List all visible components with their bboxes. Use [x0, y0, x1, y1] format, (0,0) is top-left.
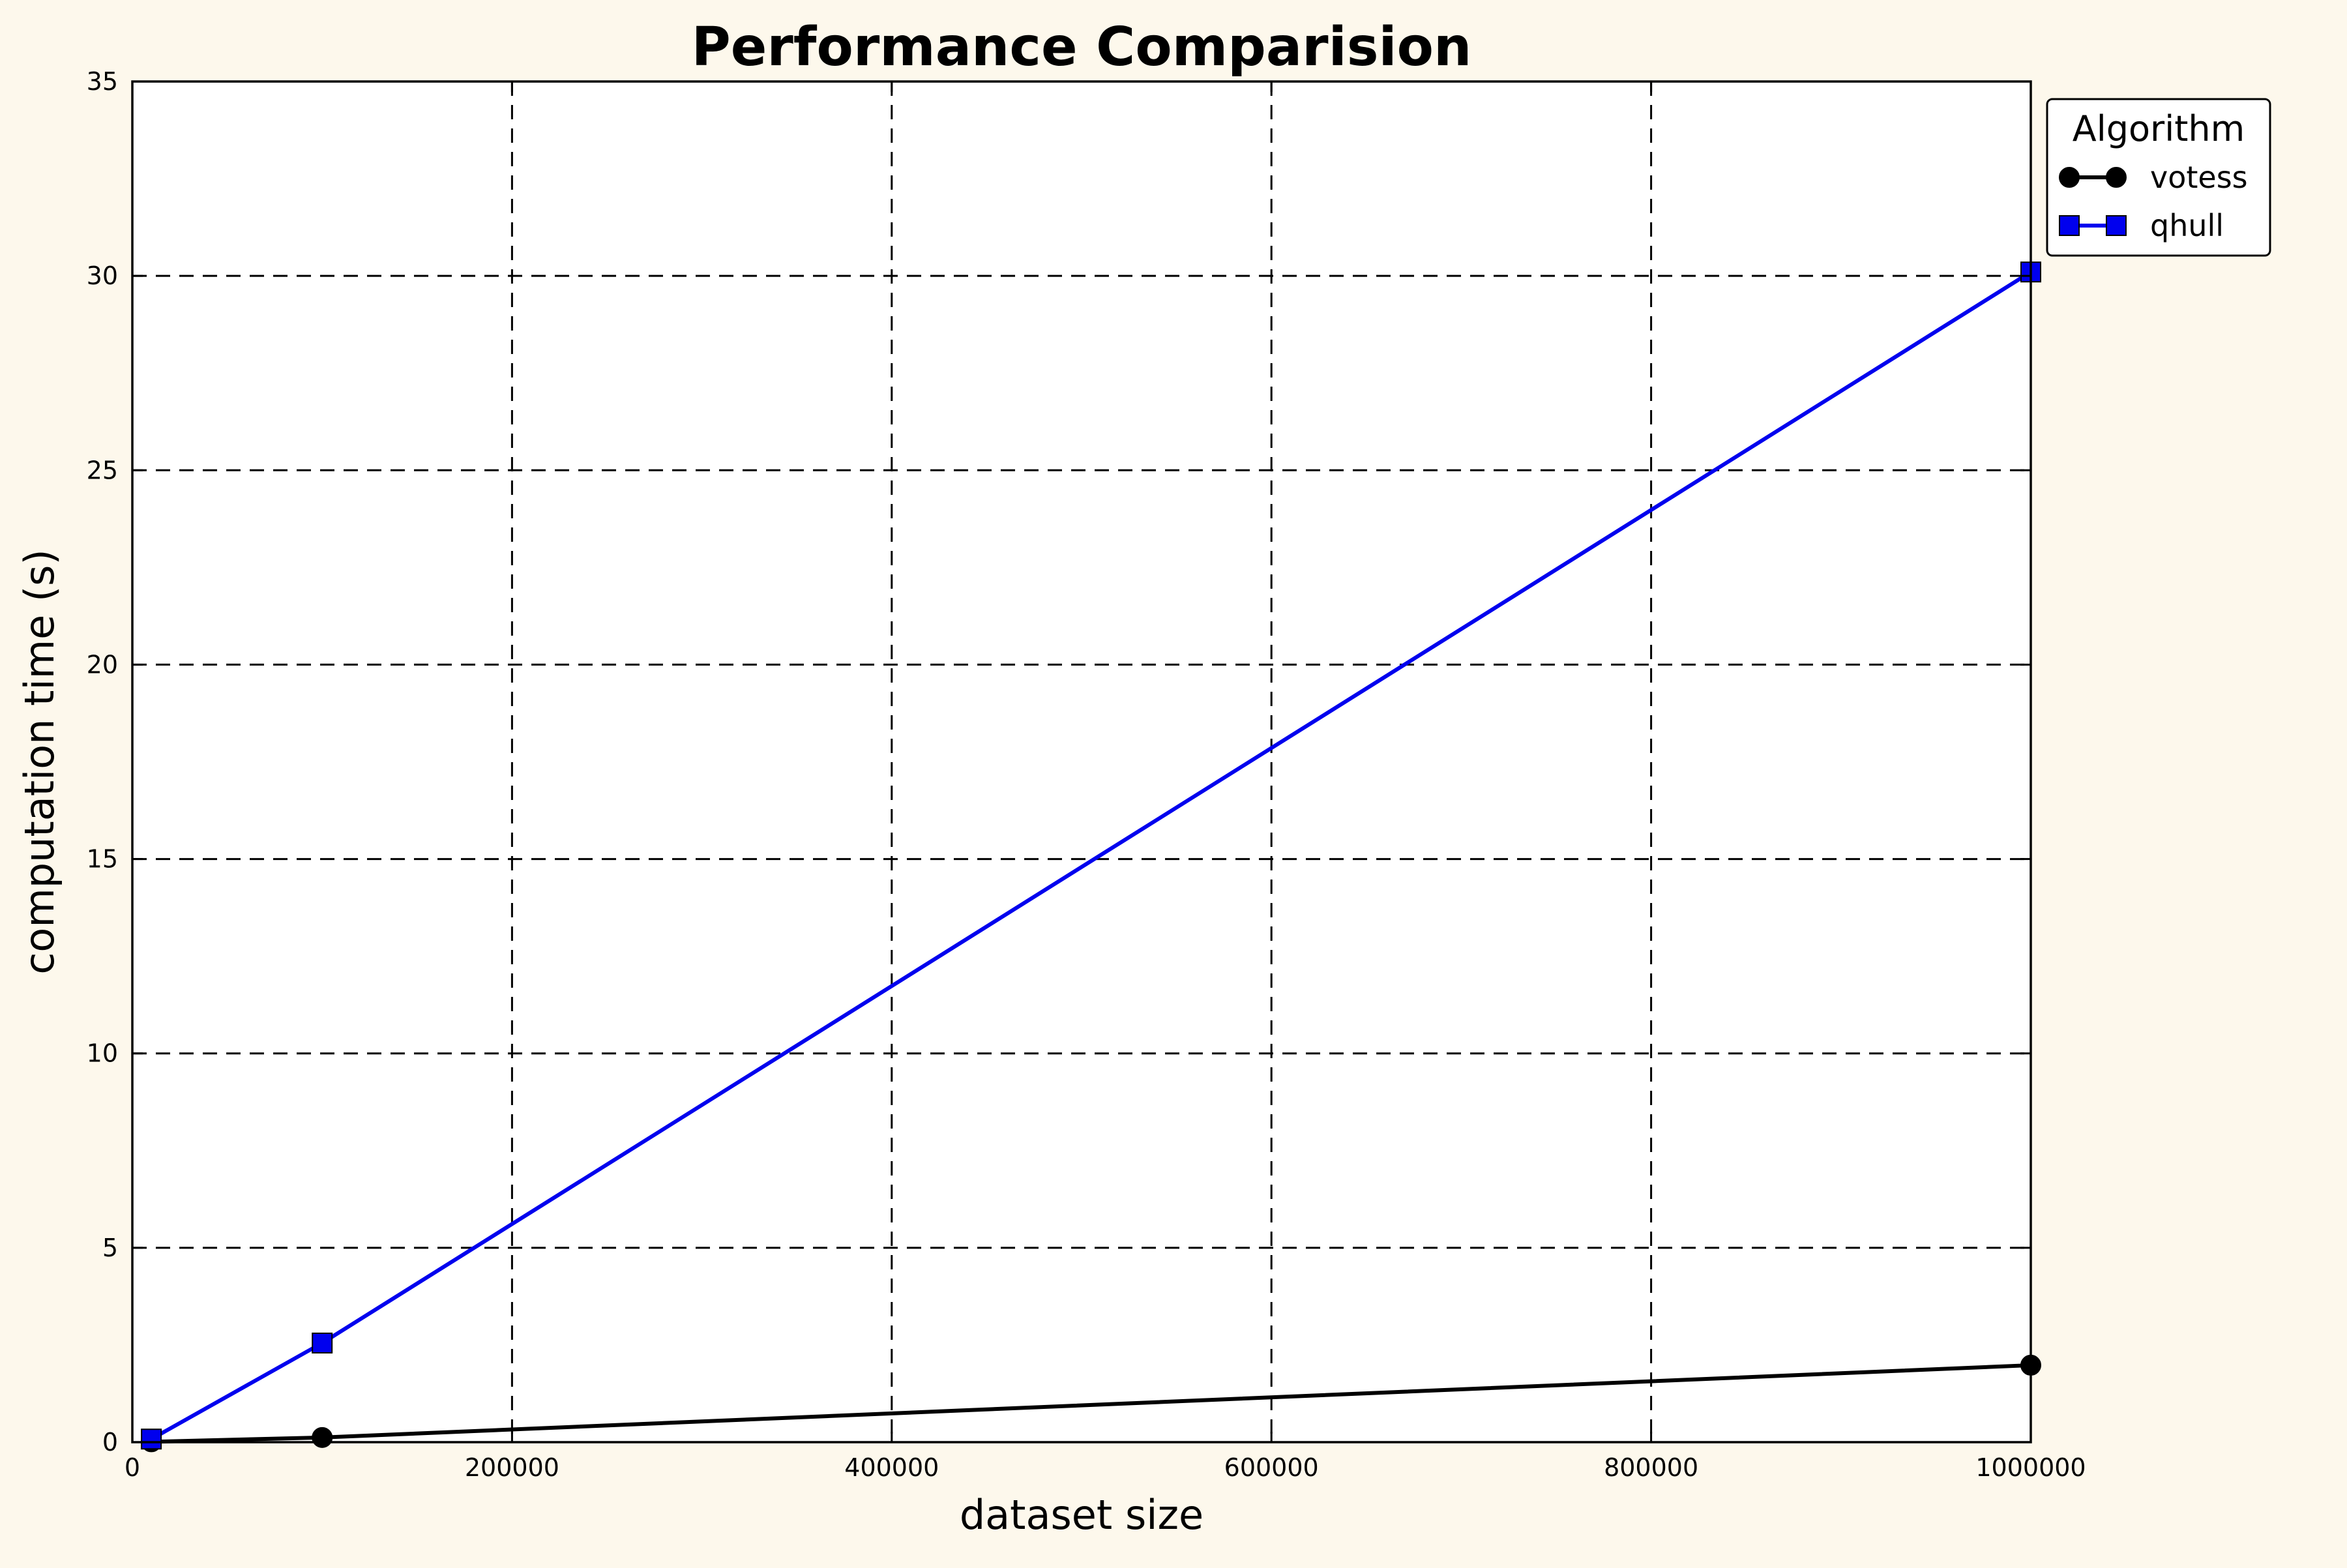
series-qhull — [141, 261, 2041, 1450]
plot-frame — [131, 80, 2032, 1443]
legend-title: Algorithm — [2073, 108, 2245, 149]
legend-entry-qhull: qhull — [2059, 208, 2224, 243]
grid-lines — [132, 81, 2031, 1442]
plot-area — [132, 81, 2031, 1442]
data-point-votess — [312, 1427, 333, 1448]
legend-marker — [2059, 215, 2080, 236]
x-tick-label: 0 — [125, 1453, 140, 1482]
legend-entries: votess qhull — [2059, 160, 2248, 243]
x-tick-label: 1000000 — [1975, 1453, 2086, 1482]
y-tick-label: 30 — [87, 261, 118, 290]
legend-box — [2046, 98, 2271, 257]
y-tick-label: 10 — [87, 1039, 118, 1068]
chart-title: Performance Comparision — [692, 16, 1472, 78]
data-point-qhull — [141, 1428, 162, 1450]
legend-label: qhull — [2150, 208, 2224, 243]
legend-marker — [2059, 167, 2080, 188]
y-tick-label: 0 — [102, 1428, 118, 1457]
x-tick-label: 600000 — [1224, 1453, 1319, 1482]
x-tick-label: 400000 — [844, 1453, 939, 1482]
legend-marker — [2106, 215, 2127, 236]
y-tick-label: 15 — [87, 845, 118, 874]
y-tick-label: 5 — [102, 1234, 118, 1262]
x-axis-label: dataset size — [960, 1491, 1203, 1539]
legend-entry-votess: votess — [2059, 160, 2248, 195]
legend-label: votess — [2150, 160, 2248, 195]
y-tick-label: 25 — [87, 456, 118, 484]
y-tick-label: 20 — [87, 650, 118, 679]
x-tick-label: 200000 — [465, 1453, 559, 1482]
legend-marker — [2106, 167, 2127, 188]
y-tick-label: 35 — [87, 67, 118, 96]
legend: Algorithm votess qhull — [2046, 98, 2271, 257]
y-axis-label: computation time (s) — [16, 549, 63, 974]
axis-ticks: 0 200000 400000 600000 800000 1000000 0 5 10 15 20… — [87, 67, 2086, 1482]
data-point-qhull — [312, 1332, 333, 1354]
x-tick-label: 800000 — [1604, 1453, 1698, 1482]
